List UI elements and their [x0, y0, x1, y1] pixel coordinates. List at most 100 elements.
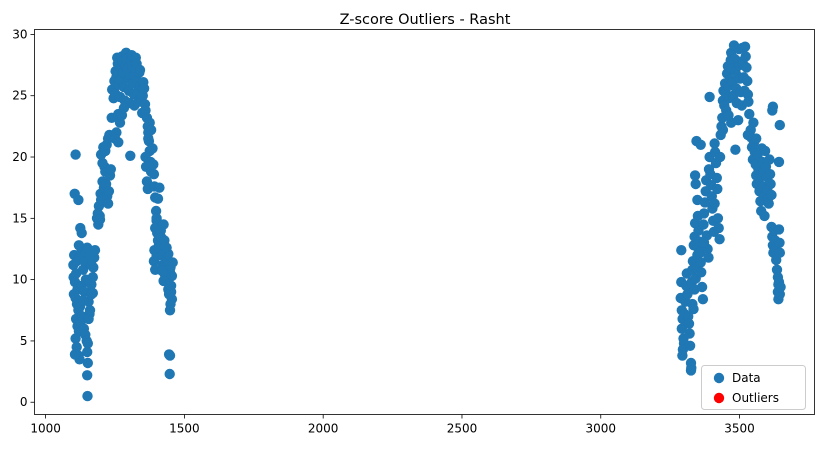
axes-layer: 1000 1500 2000 2500 3000 3500 0 5 10 15 20 25 30: [12, 27, 755, 435]
data-point: [140, 151, 151, 163]
data-point: [80, 274, 92, 285]
data-point: [774, 237, 785, 248]
data-point: [775, 281, 786, 293]
data-point: [134, 64, 146, 76]
data-point: [157, 265, 168, 277]
data-point: [740, 51, 751, 62]
data-point: [145, 124, 157, 136]
x-tick-label: 2000: [308, 422, 339, 436]
data-point: [696, 267, 707, 278]
data-point: [164, 279, 175, 290]
data-point: [698, 219, 709, 230]
x-tick-label: 3000: [585, 422, 616, 436]
data-point: [77, 295, 89, 306]
data-point: [684, 340, 696, 351]
data-point: [73, 194, 84, 206]
data-point: [714, 234, 725, 245]
data-point: [161, 242, 172, 253]
data-point: [713, 222, 724, 234]
data-point: [730, 144, 741, 155]
data-point: [712, 183, 723, 195]
data-point: [774, 119, 785, 131]
data-point: [684, 328, 695, 339]
data-point: [766, 189, 777, 201]
data-point: [105, 164, 117, 175]
data-point: [742, 75, 753, 87]
y-tick-label: 0: [20, 395, 28, 409]
data-point: [82, 357, 94, 369]
data-point: [84, 249, 96, 261]
legend-box: [701, 365, 806, 410]
data-point: [723, 110, 734, 121]
data-point: [164, 368, 175, 380]
data-point: [676, 245, 687, 256]
data-point: [82, 390, 93, 402]
legend-label-data: Data: [732, 371, 761, 385]
legend-marker-outliers: [713, 392, 725, 404]
data-point: [748, 117, 759, 128]
data-point: [76, 227, 87, 239]
data-point: [774, 247, 785, 258]
data-point: [695, 257, 706, 268]
data-point: [696, 281, 708, 293]
data-point: [143, 133, 154, 144]
data-point: [152, 193, 164, 204]
data-point: [711, 172, 722, 184]
data-point: [717, 124, 729, 136]
chart-title: Z-score Outliers - Rasht: [340, 12, 511, 28]
data-point: [125, 150, 136, 161]
legend-marker-data: [713, 372, 725, 384]
data-point: [82, 346, 93, 358]
data-point: [148, 159, 159, 170]
data-point: [87, 287, 99, 299]
x-tick-label: 3500: [724, 422, 755, 436]
data-point: [733, 115, 744, 126]
data-point: [118, 102, 130, 114]
data-point: [683, 318, 695, 329]
data-point: [94, 214, 106, 225]
data-point: [712, 213, 724, 224]
y-tick-label: 15: [12, 211, 27, 225]
data-point: [698, 208, 710, 219]
data-point: [82, 338, 94, 349]
data-point: [765, 178, 776, 190]
data-point: [703, 252, 714, 263]
y-tick-label: 20: [12, 150, 27, 164]
data-point: [764, 169, 776, 180]
y-tick-label: 5: [20, 334, 28, 348]
y-tick-label: 25: [12, 89, 27, 103]
data-point: [158, 219, 169, 230]
data-point: [164, 350, 176, 361]
data-point: [70, 149, 81, 160]
data-point: [744, 108, 755, 120]
data-point: [773, 224, 785, 235]
data-point: [70, 333, 81, 344]
data-point: [751, 133, 762, 144]
data-point: [86, 259, 97, 271]
data-point: [742, 129, 754, 141]
data-point: [741, 62, 752, 73]
data-point: [759, 145, 771, 157]
data-point: [709, 138, 720, 149]
data-point: [69, 349, 81, 360]
data-point: [84, 305, 96, 316]
data-point: [704, 91, 715, 103]
x-tick-label: 2500: [447, 422, 478, 436]
data-point: [138, 83, 150, 94]
data-point: [773, 156, 785, 168]
data-point: [83, 313, 94, 325]
data-point: [688, 303, 699, 315]
data-point: [97, 157, 108, 169]
data-point: [743, 96, 754, 108]
y-tick-label: 10: [12, 273, 27, 287]
data-point: [685, 365, 697, 376]
data-point: [690, 178, 701, 190]
data-point: [151, 213, 162, 224]
legend-label-outliers: Outliers: [732, 391, 779, 405]
plot-frame: [34, 29, 815, 415]
points-layer: [68, 40, 786, 402]
data-point: [102, 198, 114, 209]
x-tick-label: 1000: [30, 422, 61, 436]
